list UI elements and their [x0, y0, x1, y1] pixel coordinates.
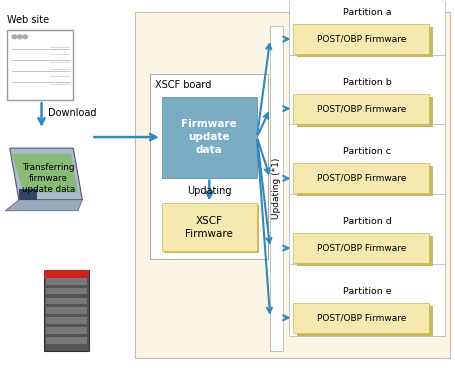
Text: Partition b: Partition b — [343, 78, 391, 87]
Text: Partition d: Partition d — [343, 217, 391, 226]
FancyBboxPatch shape — [293, 94, 430, 124]
Text: Transferring
firmware
update data: Transferring firmware update data — [22, 163, 75, 194]
Text: XSCF board: XSCF board — [155, 80, 211, 90]
Polygon shape — [19, 189, 37, 200]
FancyBboxPatch shape — [297, 166, 433, 196]
FancyBboxPatch shape — [289, 54, 445, 128]
FancyBboxPatch shape — [289, 194, 445, 267]
FancyBboxPatch shape — [162, 204, 257, 251]
Circle shape — [23, 35, 27, 38]
Text: POST/OBP Firmware: POST/OBP Firmware — [317, 174, 406, 183]
FancyBboxPatch shape — [151, 74, 268, 259]
FancyBboxPatch shape — [46, 317, 87, 324]
FancyBboxPatch shape — [297, 236, 433, 266]
FancyBboxPatch shape — [293, 24, 430, 54]
Circle shape — [17, 35, 22, 38]
FancyBboxPatch shape — [164, 205, 259, 253]
FancyBboxPatch shape — [289, 0, 445, 58]
Text: Partition c: Partition c — [343, 147, 391, 156]
FancyBboxPatch shape — [289, 124, 445, 197]
Text: POST/OBP Firmware: POST/OBP Firmware — [317, 104, 406, 113]
Text: XSCF
Firmware: XSCF Firmware — [186, 216, 233, 239]
Text: Updating: Updating — [187, 185, 232, 195]
FancyBboxPatch shape — [293, 233, 430, 263]
Text: POST/OBP Firmware: POST/OBP Firmware — [317, 34, 406, 44]
FancyBboxPatch shape — [293, 163, 430, 194]
FancyBboxPatch shape — [44, 270, 89, 351]
Polygon shape — [12, 154, 78, 192]
Text: Firmware
update
data: Firmware update data — [182, 119, 237, 155]
FancyBboxPatch shape — [297, 97, 433, 127]
Text: POST/OBP Firmware: POST/OBP Firmware — [317, 243, 406, 253]
FancyBboxPatch shape — [7, 30, 73, 100]
FancyBboxPatch shape — [135, 12, 450, 358]
Circle shape — [12, 35, 16, 38]
FancyBboxPatch shape — [297, 306, 433, 336]
Polygon shape — [10, 148, 82, 200]
Text: Web site: Web site — [6, 16, 49, 26]
Text: POST/OBP Firmware: POST/OBP Firmware — [317, 313, 406, 322]
FancyBboxPatch shape — [46, 327, 87, 334]
FancyBboxPatch shape — [44, 270, 89, 278]
FancyBboxPatch shape — [293, 303, 430, 333]
Text: Download: Download — [48, 108, 97, 118]
Text: Updating (*1): Updating (*1) — [272, 158, 281, 219]
FancyBboxPatch shape — [46, 307, 87, 314]
Text: Partition a: Partition a — [343, 8, 391, 17]
FancyBboxPatch shape — [162, 97, 257, 178]
Text: Partition e: Partition e — [343, 287, 391, 296]
FancyBboxPatch shape — [46, 288, 87, 295]
FancyBboxPatch shape — [46, 278, 87, 285]
FancyBboxPatch shape — [46, 297, 87, 304]
FancyBboxPatch shape — [297, 27, 433, 57]
Polygon shape — [5, 200, 82, 211]
FancyBboxPatch shape — [46, 337, 87, 343]
FancyBboxPatch shape — [270, 27, 283, 351]
FancyBboxPatch shape — [289, 263, 445, 336]
